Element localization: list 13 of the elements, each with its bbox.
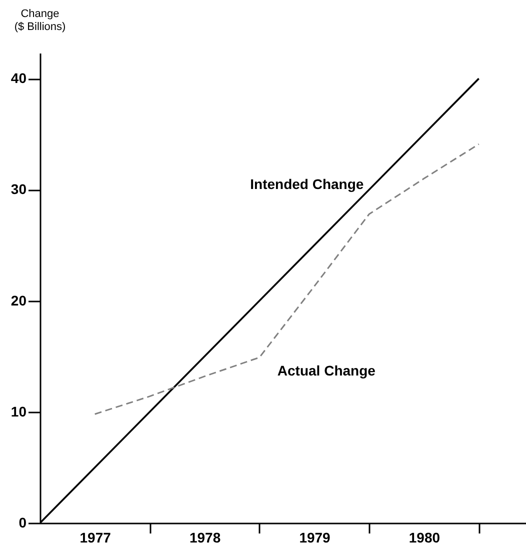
y-tick-label: 0 [18,514,27,530]
x-tick-label: 1978 [189,530,221,546]
annotation: Actual Change [277,362,376,378]
x-tick-label: 1979 [299,530,331,546]
y-tick-label: 20 [10,292,27,308]
y-tick-label: 10 [10,403,27,420]
y-axis-title: Change ($ Billions) [14,8,66,33]
line-series [94,143,480,415]
y-tick-label: 40 [10,70,27,86]
y-tick-label: 30 [10,181,27,198]
annotation: Intended Change [250,176,364,192]
x-tick-label: 1977 [80,530,112,546]
x-tick-label: 1980 [408,530,440,546]
